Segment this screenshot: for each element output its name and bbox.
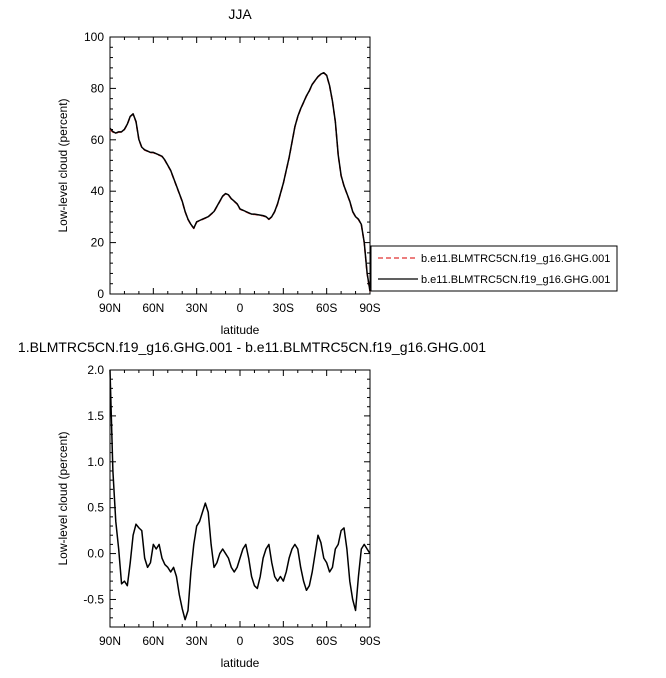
x-tick-label: 60N xyxy=(142,301,164,315)
legend-entry-2: b.e11.BLMTRC5CN.f19_g16.GHG.001 xyxy=(421,274,610,286)
bottom-panel-frame xyxy=(109,369,371,628)
x-tick-label: 60S xyxy=(316,301,337,315)
x-tick-label: 60S xyxy=(316,634,337,648)
x-tick-label: 90N xyxy=(99,301,121,315)
series-line-1 xyxy=(109,72,371,292)
y-tick-label: 80 xyxy=(91,81,105,95)
top-panel-frame xyxy=(109,36,371,295)
top-panel-title: JJA xyxy=(228,6,252,22)
legend-entry-1: b.e11.BLMTRC5CN.f19_g16.GHG.001 xyxy=(421,253,610,265)
legend-frame xyxy=(370,245,618,292)
y-tick-label: 20 xyxy=(91,236,105,250)
x-tick-label: 30S xyxy=(273,301,294,315)
y-tick-label: 60 xyxy=(91,133,105,147)
bottom-panel-series xyxy=(109,369,371,621)
y-tick-label: 100 xyxy=(84,30,104,44)
legend: b.e11.BLMTRC5CN.f19_g16.GHG.001 b.e11.BL… xyxy=(370,245,618,292)
bottom-panel-ylabel: Low-level cloud (percent) xyxy=(56,431,70,565)
x-tick-label: 60N xyxy=(142,634,164,648)
x-tick-label: 90S xyxy=(359,301,380,315)
x-tick-label: 30S xyxy=(273,634,294,648)
series-line-2 xyxy=(109,71,371,292)
x-tick-label: 0 xyxy=(237,634,244,648)
y-tick-label: 0 xyxy=(97,287,104,301)
bottom-panel-ticks: 90N 60N 30N 0 30S 60S 90S -0.5 0.0 0.5 1.0 1.5 2.0 xyxy=(83,363,380,648)
top-panel-xlabel: latitude xyxy=(221,323,260,337)
y-tick-label: 0.0 xyxy=(87,547,104,561)
x-tick-label: 30N xyxy=(186,301,208,315)
y-tick-label: 0.5 xyxy=(87,501,104,515)
y-tick-label: 1.5 xyxy=(87,409,104,423)
x-tick-label: 90S xyxy=(359,634,380,648)
x-tick-label: 90N xyxy=(99,634,121,648)
y-tick-label: 2.0 xyxy=(87,363,104,377)
bottom-panel: 1.BLMTRC5CN.f19_g16.GHG.001 - b.e11.BLMT… xyxy=(18,339,486,670)
top-panel-ticks: 90N 60N 30N 0 30S 60S 90S 0 20 40 60 80 100 xyxy=(84,30,381,315)
y-tick-label: 40 xyxy=(91,184,105,198)
top-panel-ylabel: Low-level cloud (percent) xyxy=(56,98,70,232)
bottom-panel-title: 1.BLMTRC5CN.f19_g16.GHG.001 - b.e11.BLMT… xyxy=(18,339,486,355)
top-panel: JJA 90N 60N 30N 0 30S 60S 90S 0 20 40 60 80 100 lati… xyxy=(56,6,381,337)
top-panel-series xyxy=(109,71,371,292)
y-tick-label: 1.0 xyxy=(87,455,104,469)
y-tick-label: -0.5 xyxy=(83,592,104,606)
bottom-panel-xlabel: latitude xyxy=(221,656,260,670)
series-line-1 xyxy=(109,369,371,621)
x-tick-label: 0 xyxy=(237,301,244,315)
x-tick-label: 30N xyxy=(186,634,208,648)
